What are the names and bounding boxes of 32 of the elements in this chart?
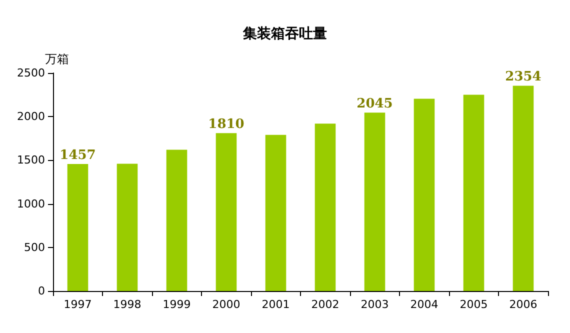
chart-title: 集装箱吞吐量: [242, 26, 327, 42]
y-tick-label: 2500: [17, 66, 45, 80]
bar: [314, 124, 336, 291]
bar: [265, 134, 286, 291]
bar: [67, 164, 88, 291]
data-label: 2045: [356, 96, 393, 112]
x-tick-label: 2000: [212, 298, 240, 311]
x-tick-label: 2001: [262, 298, 290, 311]
data-label: 1457: [60, 148, 96, 163]
x-tick-label: 1999: [162, 298, 191, 311]
y-tick-label: 500: [24, 240, 45, 254]
bar: [414, 98, 435, 291]
bar: [216, 133, 237, 291]
bar: [463, 94, 484, 291]
bar: [166, 150, 188, 291]
x-tick-label: 2003: [360, 298, 389, 311]
x-tick-label: 1998: [113, 298, 142, 311]
bar: [364, 112, 386, 291]
y-axis-title: 万箱: [45, 52, 69, 66]
bar: [116, 164, 138, 291]
x-tick-label: 2005: [460, 298, 488, 311]
y-tick-label: 0: [38, 284, 45, 298]
y-tick-label: 1500: [17, 154, 45, 167]
data-label: 2354: [505, 70, 542, 85]
x-tick-label: 2004: [410, 298, 438, 311]
y-tick-label: 2000: [17, 110, 45, 124]
y-tick-label: 1000: [17, 197, 45, 210]
x-tick-label: 2006: [509, 298, 538, 311]
data-label: 1810: [208, 117, 244, 132]
bar: [512, 86, 534, 291]
x-tick-label: 2002: [311, 298, 340, 311]
x-tick-label: 1997: [64, 298, 92, 311]
